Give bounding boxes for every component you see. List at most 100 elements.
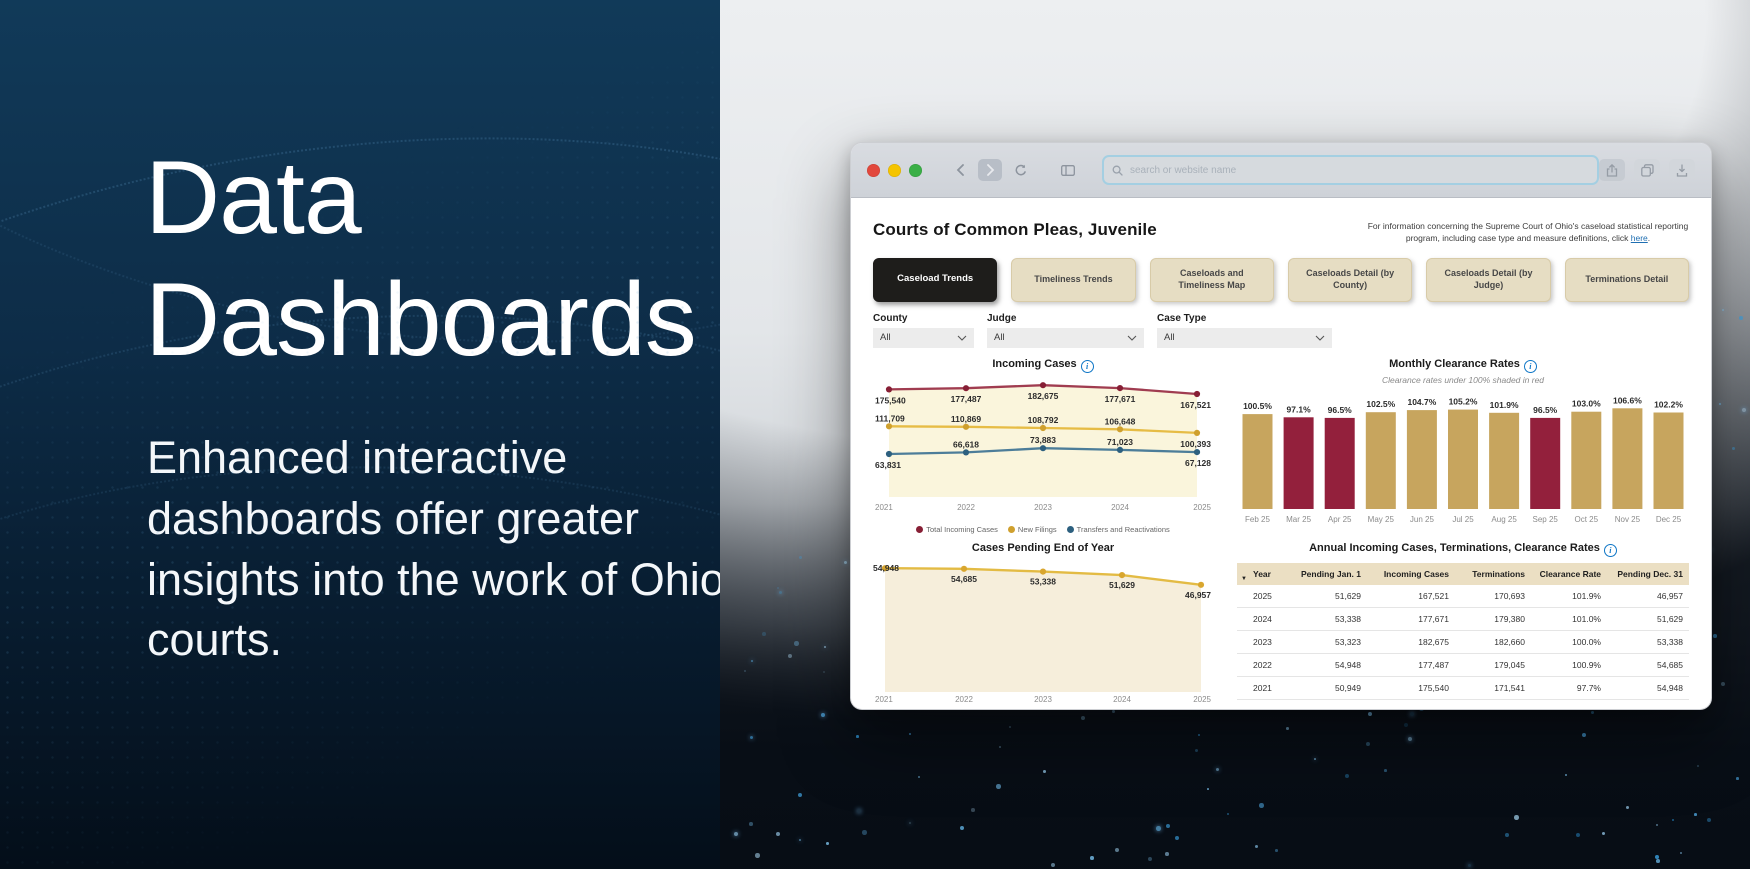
annual-table-title: Annual Incoming Cases, Terminations, Cle… [1237, 542, 1689, 557]
svg-text:167,521: 167,521 [1180, 400, 1211, 410]
svg-text:2023: 2023 [1034, 503, 1052, 512]
svg-text:101.9%: 101.9% [1490, 399, 1519, 409]
table-row[interactable]: 2023 53,323 182,675 182,660 100.0% 53,338 [1237, 630, 1689, 654]
dropdown-value: All [880, 332, 891, 344]
sort-desc-icon: ▼ [1241, 575, 1247, 582]
incoming-cases-svg: 175,540 177,487 182,675 177,671 167,521 111,7… [875, 381, 1212, 512]
column-header-terminations[interactable]: Terminations [1455, 562, 1531, 585]
share-icon [1606, 163, 1618, 177]
page-subtitle: Enhanced interactive dashboards offer gr… [147, 432, 720, 666]
table-row[interactable]: 2024 53,338 177,671 179,380 101.0% 51,629 [1237, 607, 1689, 631]
tab-timeliness-trends[interactable]: Timeliness Trends [1011, 257, 1136, 302]
info-icon[interactable]: i [1523, 359, 1537, 373]
back-button[interactable] [948, 159, 972, 181]
table-row[interactable]: 2025 51,629 167,521 170,693 101.9% 46,957 [1237, 584, 1689, 608]
tab-caseloads-and-timeliness-map[interactable]: Caseloads and Timeliness Map [1149, 257, 1274, 302]
column-header-clearance-rate[interactable]: Clearance Rate [1531, 562, 1607, 585]
page-title-line1: Data [145, 140, 362, 256]
svg-text:Nov 25: Nov 25 [1615, 515, 1641, 524]
svg-text:Aug 25: Aug 25 [1491, 515, 1517, 524]
download-button[interactable] [1669, 159, 1695, 181]
url-input[interactable] [1128, 163, 1589, 177]
case-type-dropdown[interactable]: All [1157, 327, 1332, 348]
legend-dot [916, 525, 924, 533]
svg-text:182,675: 182,675 [1028, 391, 1059, 401]
county-dropdown[interactable]: All [873, 327, 974, 348]
svg-text:102.5%: 102.5% [1366, 399, 1395, 409]
chrome-actions [1599, 159, 1695, 181]
table-cell: 51,629 [1607, 607, 1689, 631]
chevron-down-icon [957, 335, 967, 341]
page-title: Data Dashboards [145, 138, 697, 381]
reload-button[interactable] [1008, 159, 1032, 181]
tabs-icon [1640, 163, 1654, 177]
legend-dot [1007, 525, 1015, 533]
tab-caseloads-detail-by-judge[interactable]: Caseloads Detail (by Judge) [1426, 257, 1551, 302]
legend-item: New Filings [1007, 525, 1057, 534]
table-cell: 100.9% [1531, 653, 1607, 677]
tab-terminations-detail[interactable]: Terminations Detail [1564, 257, 1689, 302]
svg-text:177,671: 177,671 [1105, 394, 1136, 404]
table-cell: 54,948 [1607, 676, 1689, 700]
table-row[interactable]: 2021 50,949 175,540 171,541 97.7% 54,948 [1237, 676, 1689, 700]
maximize-button[interactable] [909, 163, 922, 177]
table-cell: 97.7% [1531, 676, 1607, 700]
wave-decoration [0, 243, 720, 869]
wave-decoration [0, 0, 720, 428]
judge-dropdown[interactable]: All [987, 327, 1144, 348]
tab-caseload-trends[interactable]: Caseload Trends [873, 257, 998, 302]
minimize-button[interactable] [888, 163, 901, 177]
table-cell: 177,487 [1367, 653, 1455, 677]
table-cell: 51,629 [1285, 584, 1367, 608]
table-cell: 53,338 [1285, 607, 1367, 631]
filter-bar: County All Judge All Case Type All [873, 313, 1689, 348]
dropdown-value: All [994, 332, 1005, 344]
clearance-title-text: Monthly Clearance Rates [1389, 357, 1520, 370]
table-cell: 54,948 [1285, 653, 1367, 677]
svg-text:73,883: 73,883 [1030, 435, 1056, 445]
close-button[interactable] [867, 163, 880, 177]
chevron-right-icon [986, 164, 994, 176]
page-title-line2: Dashboards [145, 261, 697, 378]
info-note-link[interactable]: here [1630, 233, 1648, 244]
svg-text:108,792: 108,792 [1028, 415, 1059, 425]
chevron-left-icon [956, 164, 964, 176]
column-header-incoming-cases[interactable]: Incoming Cases [1367, 562, 1455, 585]
svg-text:177,487: 177,487 [951, 394, 982, 404]
svg-text:Mar 25: Mar 25 [1286, 515, 1311, 524]
info-icon[interactable]: i [1080, 359, 1094, 373]
tabs-button[interactable] [1634, 159, 1660, 181]
address-bar[interactable] [1102, 155, 1599, 185]
svg-text:106,648: 106,648 [1105, 416, 1136, 426]
svg-text:104.7%: 104.7% [1407, 397, 1436, 407]
legend-item: Total Incoming Cases [916, 525, 998, 534]
dashboard: Courts of Common Pleas, Juvenile For inf… [851, 220, 1711, 709]
svg-text:66,618: 66,618 [953, 439, 979, 449]
column-header-pending-jan-1[interactable]: Pending Jan. 1 [1285, 562, 1367, 585]
svg-text:54,948: 54,948 [873, 563, 899, 573]
svg-text:96.5%: 96.5% [1328, 405, 1353, 415]
svg-text:2021: 2021 [875, 503, 893, 512]
svg-text:2025: 2025 [1193, 695, 1211, 704]
table-cell: 101.9% [1531, 584, 1607, 608]
column-header-pending-dec-31[interactable]: Pending Dec. 31 [1607, 562, 1689, 585]
pending-svg: 54,948 54,685 53,338 51,629 46,957 2021 2022 20… [873, 563, 1212, 704]
chevron-down-icon [1315, 335, 1325, 341]
tab-caseloads-detail-by-county[interactable]: Caseloads Detail (by County) [1287, 257, 1413, 302]
table-cell: 167,521 [1367, 584, 1455, 608]
table-cell: 101.0% [1531, 607, 1607, 631]
table-cell: 50,949 [1285, 676, 1367, 700]
chevron-down-icon [1127, 335, 1137, 341]
share-button[interactable] [1599, 159, 1625, 181]
column-header-year[interactable]: ▼ Year [1237, 562, 1285, 585]
svg-text:105.2%: 105.2% [1449, 396, 1478, 406]
sidebar-toggle-button[interactable] [1056, 159, 1080, 181]
info-note: For information concerning the Supreme C… [1367, 220, 1689, 245]
svg-text:54,685: 54,685 [951, 573, 977, 583]
forward-button[interactable] [978, 159, 1002, 181]
table-row[interactable]: 2022 54,948 177,487 179,045 100.9% 54,685 [1237, 653, 1689, 677]
info-icon[interactable]: i [1603, 543, 1617, 557]
annual-table-wrap: ▼ Year Pending Jan. 1 Incoming Cases Termina… [1237, 562, 1689, 700]
table-cell: 53,323 [1285, 630, 1367, 654]
